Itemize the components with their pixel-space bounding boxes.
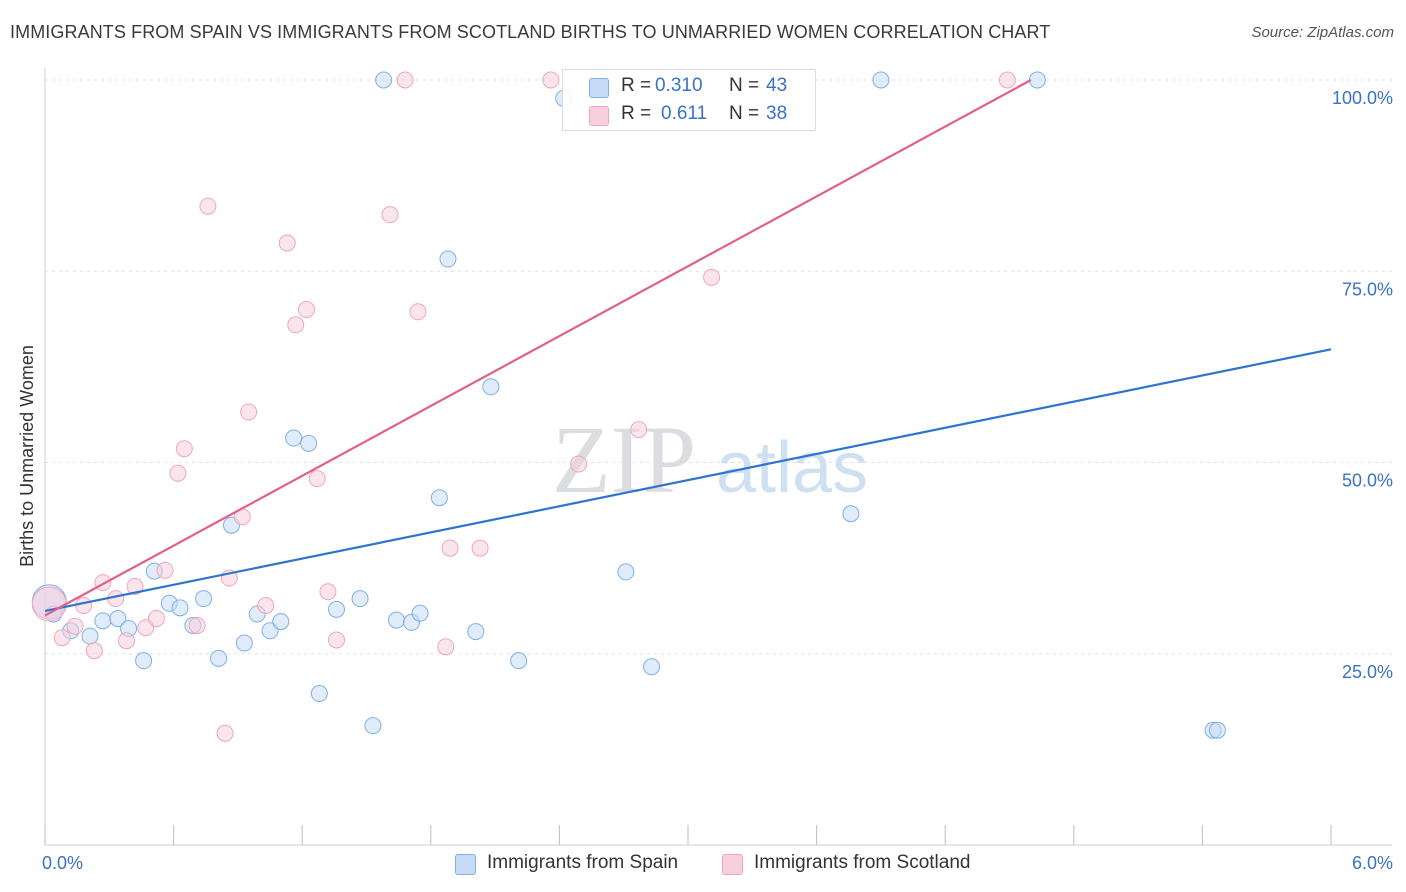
scotland-point <box>199 197 217 215</box>
scotland-point <box>156 561 174 579</box>
chart-source: Source: ZipAtlas.com <box>1251 24 1394 41</box>
spain-swatch <box>589 78 609 98</box>
scotland-swatch <box>589 106 609 126</box>
legend-label-spain: Immigrants from Spain <box>487 852 679 873</box>
n-label: N = <box>729 103 760 124</box>
y-tick-label: 50.0% <box>1342 471 1393 491</box>
y-axis-label: Births to Unmarried Women <box>17 345 37 567</box>
spain-point <box>1028 71 1046 89</box>
spain-point <box>310 685 328 703</box>
scotland-point <box>297 301 315 318</box>
spain-point <box>510 652 528 670</box>
legend-label-scotland: Immigrants from Scotland <box>754 852 971 873</box>
x-tick-label-min: 0.0% <box>42 853 83 873</box>
spain-point <box>94 612 112 630</box>
spain-point <box>272 613 290 631</box>
scotland-point <box>257 597 275 615</box>
spain-point <box>210 649 228 667</box>
stats-row-spain: R = 0.310 N = 43 <box>563 73 815 101</box>
trend-lines <box>44 79 1332 617</box>
spain-point <box>872 71 890 89</box>
spain-point <box>430 489 448 507</box>
r-label: R = <box>621 75 652 96</box>
scotland-n-value: 38 <box>766 103 788 124</box>
scotland-point <box>441 539 459 557</box>
scotland-point <box>471 539 489 557</box>
scotland-point <box>175 440 193 458</box>
scotland-point <box>409 303 427 321</box>
scotland-point <box>327 631 345 649</box>
scotland-point <box>542 71 560 89</box>
scotland-point <box>630 421 648 439</box>
stats-box: R = 0.310 N = 43 R = 0.611 N = 38 <box>562 69 816 131</box>
spain-point <box>195 590 213 608</box>
scotland-point <box>319 583 337 601</box>
spain-point <box>467 623 485 641</box>
spain-point <box>375 71 393 89</box>
spain-point <box>235 634 253 652</box>
spain-point <box>81 627 99 645</box>
stats-row-scotland: R = 0.611 N = 38 <box>563 101 815 129</box>
scotland-point <box>437 638 455 656</box>
scotland-point <box>570 455 588 473</box>
x-tick-label-max: 6.0% <box>1352 853 1393 873</box>
y-tick-label: 100.0% <box>1332 88 1393 108</box>
scotland-point <box>381 206 399 224</box>
spain-trend-line <box>44 348 1332 612</box>
scotland-point <box>31 586 67 622</box>
scotland-point <box>75 597 93 615</box>
scotland-point <box>117 632 135 650</box>
scotland-point <box>287 316 305 334</box>
legend: Immigrants from Spain Immigrants from Sc… <box>0 850 1406 880</box>
scotland-point <box>85 642 103 660</box>
spain-point <box>388 611 406 629</box>
spain-point <box>411 604 429 622</box>
tick-labels: 25.0% 50.0% 75.0% 100.0% 0.0% 6.0% <box>42 88 1393 873</box>
grid-lines <box>45 79 1392 655</box>
spain-point <box>327 600 345 618</box>
legend-swatch-scotland <box>722 854 743 875</box>
spain-point <box>482 378 500 396</box>
scotland-point <box>278 234 296 252</box>
spain-r-value: 0.310 <box>655 75 703 96</box>
spain-point <box>171 599 189 617</box>
spain-n-value: 43 <box>766 75 788 96</box>
spain-point <box>364 717 382 735</box>
scotland-point <box>998 71 1016 89</box>
spain-point <box>643 658 661 676</box>
chart-title: IMMIGRANTS FROM SPAIN VS IMMIGRANTS FROM… <box>10 22 1051 42</box>
scotland-point <box>216 724 234 742</box>
legend-swatch-spain <box>455 854 476 875</box>
scotland-point <box>308 470 326 488</box>
scotland-point <box>703 268 721 286</box>
scotland-point <box>396 71 414 89</box>
n-label: N = <box>729 75 760 96</box>
spain-point <box>617 563 635 581</box>
scotland-point <box>147 610 165 628</box>
scotland-point <box>169 464 187 482</box>
y-tick-label: 75.0% <box>1342 279 1393 299</box>
scotland-point <box>126 577 144 595</box>
spain-point <box>135 652 153 670</box>
scotland-point <box>53 629 71 647</box>
scotland-point <box>188 616 206 634</box>
spain-point <box>439 250 457 268</box>
watermark: ZIP atlas <box>552 406 868 513</box>
spain-point <box>842 505 860 523</box>
r-label: R = <box>621 103 652 124</box>
scotland-r-value: 0.611 <box>661 103 708 124</box>
spain-point <box>300 434 318 452</box>
scotland-point <box>66 617 84 635</box>
spain-point <box>351 590 369 608</box>
watermark-atlas: atlas <box>716 428 868 508</box>
spain-point <box>1208 721 1226 739</box>
y-tick-label: 25.0% <box>1342 662 1393 682</box>
axes <box>44 68 1392 846</box>
scotland-point <box>240 403 258 421</box>
spain-point <box>285 429 303 447</box>
spain-point <box>109 610 127 628</box>
scotland-trend-line <box>44 79 1032 617</box>
